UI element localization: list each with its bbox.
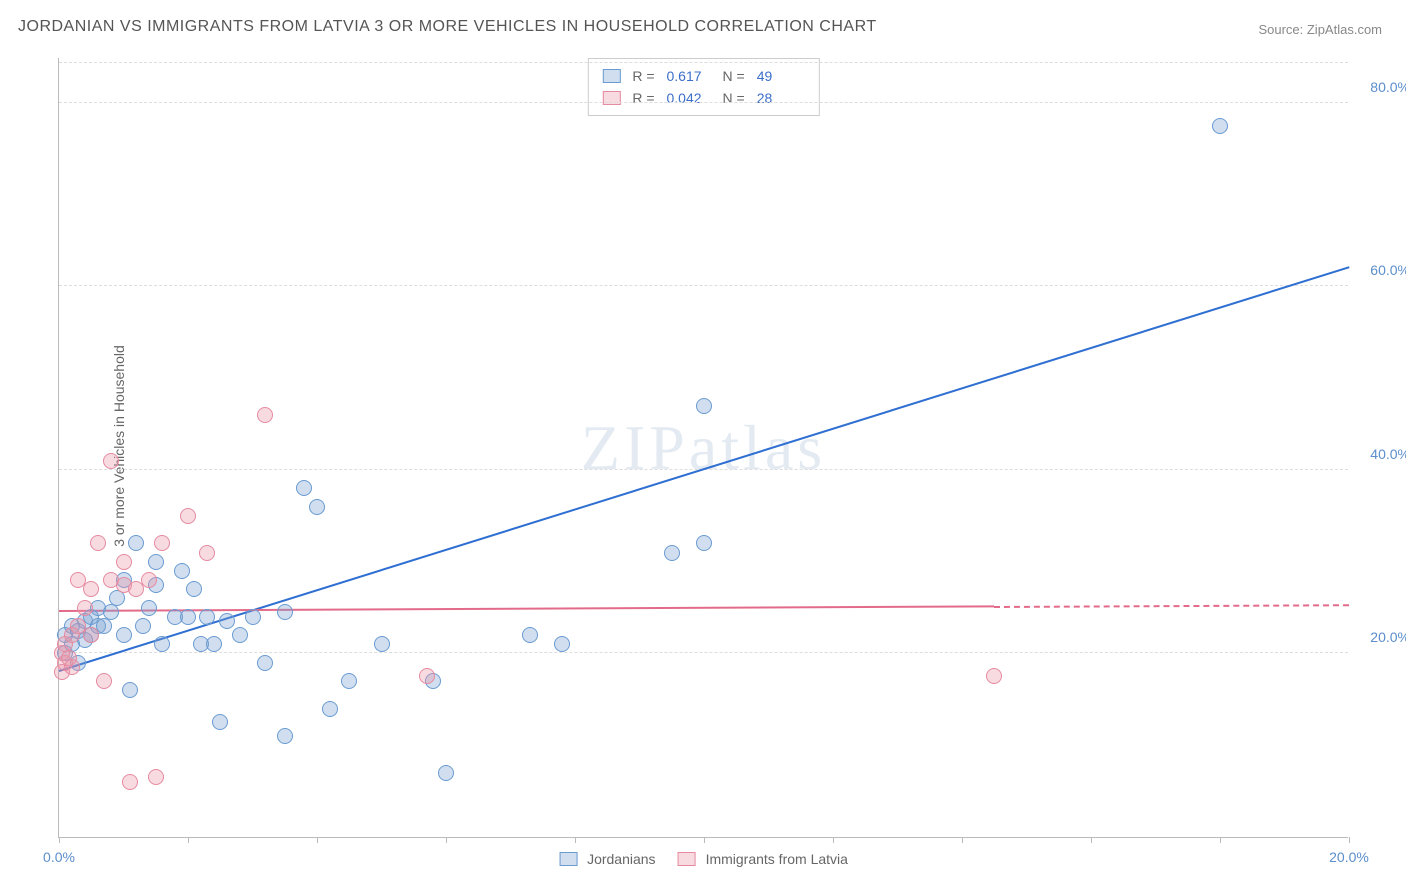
legend-swatch <box>602 91 620 105</box>
legend-correlation-row: R = 0.042 N = 28 <box>602 87 804 109</box>
y-tick-label: 60.0% <box>1370 262 1406 278</box>
legend-series-item: Jordanians <box>559 851 656 867</box>
data-point <box>154 636 170 652</box>
data-point <box>696 535 712 551</box>
data-point <box>986 668 1002 684</box>
data-point <box>277 728 293 744</box>
data-point <box>103 453 119 469</box>
trend-line <box>994 604 1349 608</box>
data-point <box>83 627 99 643</box>
data-point <box>219 613 235 629</box>
gridline <box>59 62 1348 63</box>
data-point <box>148 554 164 570</box>
data-point <box>374 636 390 652</box>
data-point <box>232 627 248 643</box>
data-point <box>83 581 99 597</box>
x-tick <box>1220 837 1221 843</box>
x-tick-label: 0.0% <box>43 849 75 865</box>
n-label: N = <box>723 68 745 84</box>
data-point <box>257 407 273 423</box>
gridline <box>59 102 1348 103</box>
data-point <box>109 590 125 606</box>
x-tick <box>833 837 834 843</box>
data-point <box>122 774 138 790</box>
legend-series-label: Immigrants from Latvia <box>706 851 848 867</box>
data-point <box>103 604 119 620</box>
data-point <box>128 535 144 551</box>
x-tick <box>1349 837 1350 843</box>
r-label: R = <box>632 68 654 84</box>
y-tick-label: 40.0% <box>1370 446 1406 462</box>
watermark-text: ZIPatlas <box>581 411 826 485</box>
legend-correlation-row: R = 0.617 N = 49 <box>602 65 804 87</box>
data-point <box>341 673 357 689</box>
n-value: 49 <box>757 68 801 84</box>
data-point <box>199 609 215 625</box>
data-point <box>96 673 112 689</box>
gridline <box>59 652 1348 653</box>
x-tick <box>59 837 60 843</box>
x-tick <box>317 837 318 843</box>
data-point <box>77 600 93 616</box>
r-label: R = <box>632 90 654 106</box>
x-tick <box>446 837 447 843</box>
data-point <box>322 701 338 717</box>
data-point <box>141 600 157 616</box>
correlation-legend: R = 0.617 N = 49 R = 0.042 N = 28 <box>587 58 819 116</box>
data-point <box>122 682 138 698</box>
data-point <box>64 659 80 675</box>
n-value: 28 <box>757 90 801 106</box>
data-point <box>309 499 325 515</box>
data-point <box>696 398 712 414</box>
y-tick-label: 20.0% <box>1370 629 1406 645</box>
data-point <box>419 668 435 684</box>
x-tick <box>188 837 189 843</box>
legend-series-label: Jordanians <box>587 851 656 867</box>
legend-swatch <box>678 852 696 866</box>
chart-title: JORDANIAN VS IMMIGRANTS FROM LATVIA 3 OR… <box>18 18 877 36</box>
data-point <box>135 618 151 634</box>
data-point <box>277 604 293 620</box>
x-tick <box>575 837 576 843</box>
n-label: N = <box>723 90 745 106</box>
r-value: 0.042 <box>667 90 711 106</box>
legend-swatch <box>602 69 620 83</box>
x-tick <box>1091 837 1092 843</box>
legend-series-item: Immigrants from Latvia <box>678 851 848 867</box>
data-point <box>148 769 164 785</box>
data-point <box>554 636 570 652</box>
data-point <box>1212 118 1228 134</box>
source-attribution: Source: ZipAtlas.com <box>1258 22 1382 37</box>
x-tick <box>704 837 705 843</box>
data-point <box>664 545 680 561</box>
y-tick-label: 80.0% <box>1370 79 1406 95</box>
data-point <box>116 627 132 643</box>
data-point <box>116 554 132 570</box>
x-tick-label: 20.0% <box>1329 849 1369 865</box>
data-point <box>180 609 196 625</box>
data-point <box>154 535 170 551</box>
data-point <box>212 714 228 730</box>
data-point <box>245 609 261 625</box>
data-point <box>90 535 106 551</box>
data-point <box>257 655 273 671</box>
data-point <box>296 480 312 496</box>
data-point <box>186 581 202 597</box>
data-point <box>522 627 538 643</box>
data-point <box>180 508 196 524</box>
r-value: 0.617 <box>667 68 711 84</box>
x-tick <box>962 837 963 843</box>
data-point <box>206 636 222 652</box>
data-point <box>438 765 454 781</box>
trend-line <box>59 606 994 613</box>
scatter-plot-area: ZIPatlas R =0.617N =49R =0.042N =28 Jord… <box>58 58 1348 838</box>
legend-swatch <box>559 852 577 866</box>
gridline <box>59 285 1348 286</box>
data-point <box>141 572 157 588</box>
data-point <box>174 563 190 579</box>
data-point <box>199 545 215 561</box>
series-legend: Jordanians Immigrants from Latvia <box>559 851 848 867</box>
